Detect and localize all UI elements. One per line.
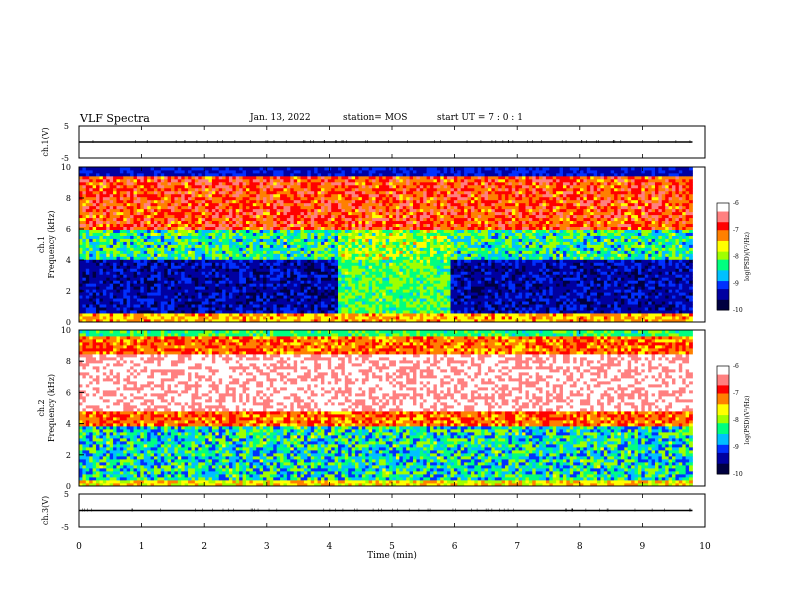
y-tick-label: 5	[64, 490, 69, 499]
colorbar-tick-label: -9	[733, 280, 739, 287]
y-tick-label: 10	[61, 163, 71, 172]
colorbar-tick-label: -7	[733, 227, 739, 234]
x-tick-label: 1	[139, 542, 145, 552]
y-tick-label: 10	[61, 326, 71, 335]
y-tick-label: 0	[66, 482, 71, 491]
x-tick-label: 7	[514, 542, 520, 552]
x-tick-label: 10	[699, 542, 711, 552]
colorbar-tick-label: -10	[733, 307, 743, 314]
x-tick-label: 0	[76, 542, 82, 552]
x-tick-label: 6	[452, 542, 458, 552]
y-tick-label: 6	[66, 225, 71, 234]
colorbar-tick-label: -9	[733, 444, 739, 451]
colorbar-label: log(PSD)(V²/Hz)	[744, 232, 751, 281]
x-tick-label: 8	[577, 542, 583, 552]
colorbar-tick-label: -6	[733, 363, 739, 370]
x-tick-label: 2	[201, 542, 207, 552]
y-tick-label: -5	[61, 154, 69, 163]
y-axis-label: Frequency (kHz)	[47, 210, 56, 278]
y-tick-label: 4	[66, 256, 71, 265]
y-axis-label: ch.3(V)	[41, 496, 50, 525]
y-tick-label: 6	[66, 388, 71, 397]
colorbar-tick-label: -8	[733, 417, 739, 424]
colorbar-tick-label: -10	[733, 471, 743, 478]
x-axis-label: Time (min)	[367, 550, 417, 561]
colorbar-segment	[717, 366, 729, 369]
spectrogram-image	[79, 330, 693, 486]
x-tick-label: 4	[327, 542, 333, 552]
colorbar-label: log(PSD)(V²/Hz)	[744, 396, 751, 445]
x-tick-label: 9	[640, 542, 646, 552]
y-axis-label: Frequency (kHz)	[47, 374, 56, 442]
y-tick-label: 5	[64, 122, 69, 131]
x-tick-label: 3	[264, 542, 270, 552]
colorbar-segment	[717, 203, 729, 206]
y-tick-label: 2	[66, 451, 71, 460]
y-tick-label: 8	[66, 194, 71, 203]
y-tick-label: -5	[61, 523, 69, 532]
y-axis-label: ch.1(V)	[41, 127, 50, 156]
spectrogram-image	[79, 167, 693, 322]
vlf-spectra-figure: 5-5ch.1(V)5-5ch.3(V)0246810ch.1 Frequency…	[0, 0, 792, 612]
colorbar-tick-label: -8	[733, 254, 739, 261]
y-axis-label-channel: ch.2	[37, 399, 46, 416]
y-tick-label: 2	[66, 287, 71, 296]
y-axis-label-channel: ch.1	[37, 236, 46, 253]
colorbar-tick-label: -6	[733, 200, 739, 207]
colorbar-tick-label: -7	[733, 390, 739, 397]
y-tick-label: 4	[66, 420, 71, 429]
y-tick-label: 8	[66, 357, 71, 366]
